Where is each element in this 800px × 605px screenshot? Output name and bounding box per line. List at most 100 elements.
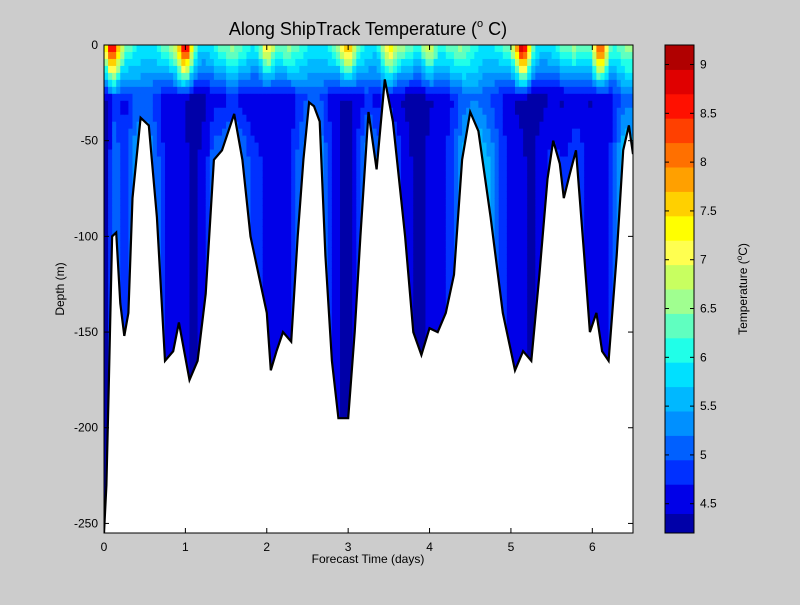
temperature-cell: [193, 309, 199, 318]
temperature-cell: [262, 184, 268, 192]
temperature-cell: [156, 72, 162, 81]
temperature-cell: [364, 100, 370, 109]
temperature-cell: [152, 149, 158, 158]
temperature-cell: [160, 72, 166, 81]
temperature-cell: [108, 100, 113, 109]
temperature-cell: [356, 142, 361, 151]
temperature-cell: [340, 149, 345, 158]
temperature-cell: [307, 93, 313, 102]
temperature-cell: [278, 275, 284, 283]
temperature-cell: [185, 93, 191, 102]
temperature-cell: [213, 135, 219, 144]
temperature-cell: [201, 65, 207, 74]
temperature-cell: [165, 268, 170, 276]
temperature-cell: [327, 79, 333, 88]
temperature-cell: [238, 79, 243, 88]
temperature-cell: [185, 156, 191, 165]
temperature-cell: [278, 72, 284, 81]
temperature-cell: [311, 93, 317, 102]
temperature-cell: [169, 295, 174, 304]
temperature-cell: [348, 142, 353, 151]
temperature-cell: [234, 79, 239, 88]
temperature-cell: [283, 302, 288, 311]
temperature-cell: [352, 205, 357, 213]
temperature-cell: [152, 72, 158, 81]
temperature-cell: [250, 233, 256, 241]
temperature-cell: [169, 282, 174, 290]
temperature-cell: [340, 289, 345, 297]
temperature-cell: [108, 156, 113, 165]
temperature-cell: [173, 302, 178, 311]
temperature-cell: [348, 212, 353, 220]
temperature-cell: [340, 79, 345, 88]
temperature-cell: [250, 45, 256, 53]
temperature-cell: [116, 177, 121, 186]
temperature-cell: [274, 302, 280, 311]
temperature-cell: [201, 205, 207, 213]
temperature-cell: [173, 261, 178, 269]
temperature-cell: [266, 212, 272, 220]
temperature-cell: [136, 93, 142, 102]
temperature-cell: [189, 323, 195, 332]
temperature-cell: [165, 198, 170, 206]
temperature-cell: [181, 247, 186, 255]
temperature-cell: [242, 128, 248, 137]
temperature-cell: [185, 295, 191, 304]
temperature-cell: [250, 142, 256, 151]
temperature-cell: [209, 58, 215, 67]
temperature-cell: [197, 142, 203, 151]
temperature-cell: [283, 100, 288, 109]
temperature-cell: [124, 254, 130, 262]
temperature-cell: [112, 114, 117, 123]
temperature-cell: [295, 170, 300, 179]
temperature-cell: [348, 233, 353, 241]
temperature-cell: [348, 65, 353, 74]
temperature-cell: [124, 191, 130, 199]
temperature-cell: [335, 261, 341, 269]
temperature-cell: [108, 93, 113, 102]
temperature-cell: [278, 121, 284, 130]
temperature-cell: [283, 170, 288, 179]
temperature-cell: [226, 93, 231, 102]
temperature-cell: [108, 149, 113, 158]
temperature-cell: [193, 65, 199, 74]
temperature-cell: [287, 330, 292, 339]
temperature-cell: [340, 107, 345, 116]
temperature-cell: [344, 212, 349, 220]
temperature-cell: [372, 100, 378, 109]
temperature-cell: [181, 177, 186, 186]
temperature-cell: [360, 45, 366, 53]
temperature-cell: [177, 135, 182, 144]
temperature-cell: [287, 261, 292, 269]
temperature-cell: [340, 337, 345, 346]
temperature-cell: [160, 247, 166, 255]
temperature-cell: [104, 386, 109, 395]
temperature-cell: [392, 72, 398, 81]
temperature-cell: [254, 191, 260, 199]
temperature-cell: [278, 156, 284, 165]
temperature-cell: [348, 93, 353, 102]
temperature-cell: [197, 163, 203, 172]
temperature-cell: [160, 219, 166, 227]
temperature-cell: [340, 372, 345, 381]
temperature-cell: [335, 191, 341, 199]
temperature-cell: [295, 58, 300, 67]
temperature-cell: [209, 107, 215, 116]
temperature-cell: [291, 261, 296, 269]
temperature-cell: [291, 79, 296, 88]
temperature-cell: [274, 282, 280, 290]
temperature-cell: [340, 170, 345, 179]
temperature-cell: [274, 149, 280, 158]
temperature-cell: [372, 51, 378, 60]
temperature-cell: [152, 86, 158, 95]
temperature-cell: [116, 121, 121, 130]
temperature-cell: [335, 107, 341, 116]
temperature-cell: [340, 65, 345, 74]
temperature-cell: [323, 114, 329, 123]
temperature-cell: [352, 289, 357, 297]
temperature-cell: [372, 107, 378, 116]
temperature-cell: [120, 114, 125, 123]
temperature-cell: [331, 135, 337, 144]
temperature-cell: [156, 212, 162, 220]
temperature-cell: [287, 205, 292, 213]
